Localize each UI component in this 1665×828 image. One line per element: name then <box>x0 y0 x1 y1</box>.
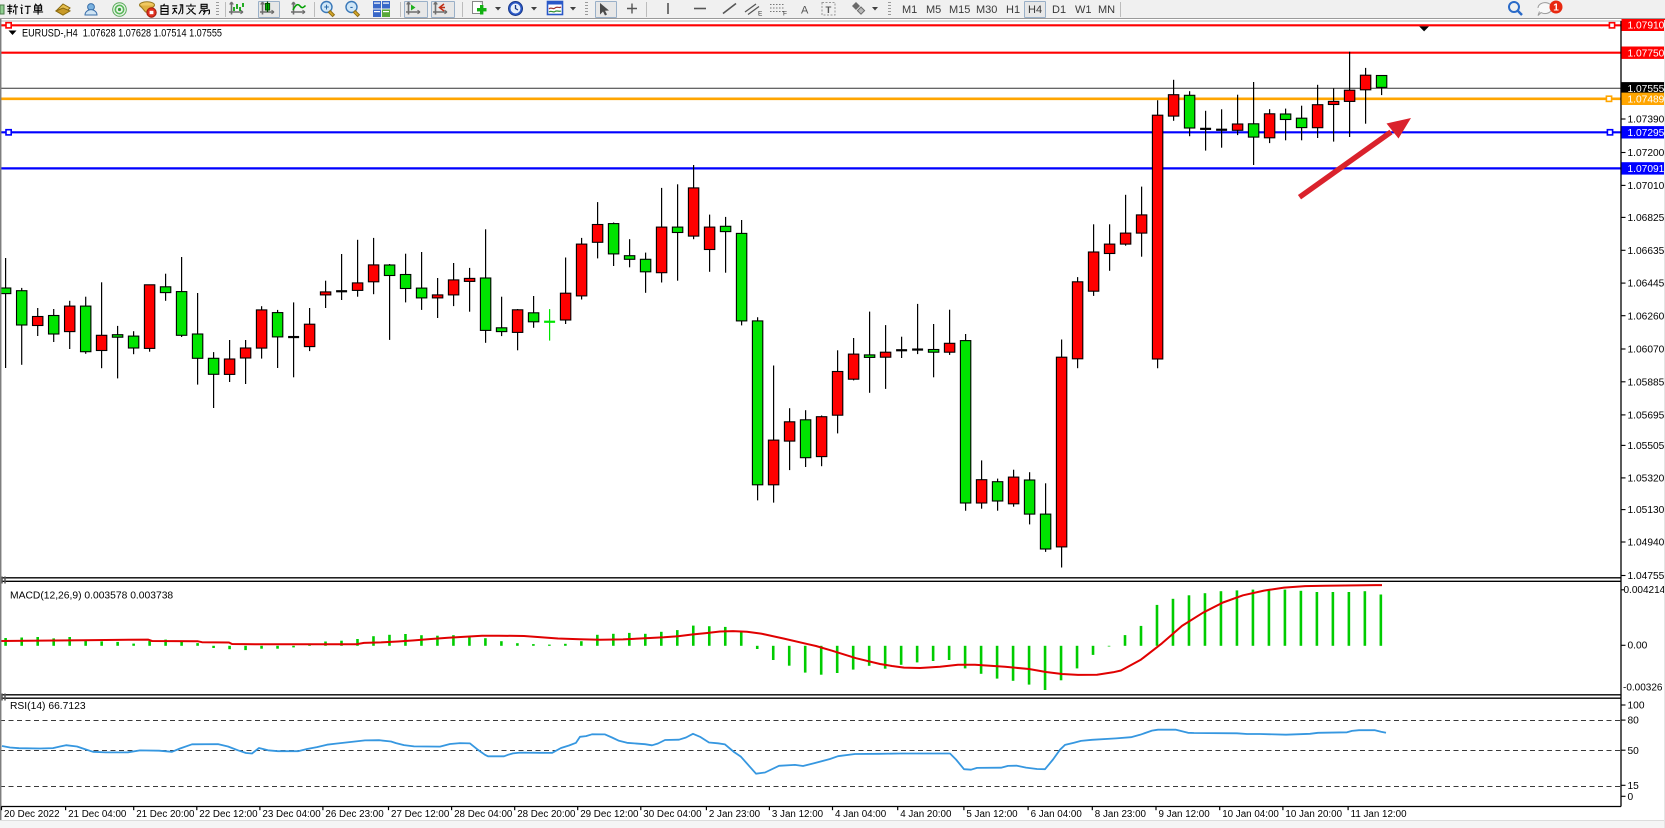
svg-text:1.07091: 1.07091 <box>1628 164 1665 175</box>
svg-text:28 Dec 20:00: 28 Dec 20:00 <box>517 809 576 820</box>
svg-text:1.07010: 1.07010 <box>1628 181 1665 192</box>
svg-text:1.05320: 1.05320 <box>1628 474 1665 485</box>
svg-text:1.05505: 1.05505 <box>1628 441 1665 452</box>
svg-text:1.05885: 1.05885 <box>1628 377 1665 388</box>
svg-text:1.05695: 1.05695 <box>1628 411 1665 422</box>
svg-text:1.07489: 1.07489 <box>1628 94 1665 105</box>
svg-text:30 Dec 04:00: 30 Dec 04:00 <box>643 809 702 820</box>
svg-text:15: 15 <box>1628 781 1640 792</box>
svg-text:1.06260: 1.06260 <box>1628 311 1665 322</box>
svg-text:21 Dec 20:00: 21 Dec 20:00 <box>136 809 195 820</box>
svg-text:8 Jan 23:00: 8 Jan 23:00 <box>1095 809 1147 820</box>
svg-text:80: 80 <box>1628 716 1640 727</box>
svg-text:1.07295: 1.07295 <box>1628 128 1665 139</box>
svg-text:0: 0 <box>1628 792 1634 803</box>
svg-text:4 Jan 20:00: 4 Jan 20:00 <box>900 809 952 820</box>
svg-text:22 Dec 12:00: 22 Dec 12:00 <box>199 809 258 820</box>
svg-text:H1: H1 <box>1006 4 1020 16</box>
svg-text:1.06825: 1.06825 <box>1628 213 1665 224</box>
svg-text:T: T <box>826 5 832 16</box>
svg-text:9 Jan 12:00: 9 Jan 12:00 <box>1159 809 1211 820</box>
svg-text:29 Dec 12:00: 29 Dec 12:00 <box>580 809 639 820</box>
svg-text:E: E <box>758 11 763 18</box>
svg-text:28 Dec 04:00: 28 Dec 04:00 <box>454 809 513 820</box>
svg-text:H4: H4 <box>1028 4 1042 16</box>
svg-text:20 Dec 2022: 20 Dec 2022 <box>4 809 60 820</box>
svg-text:1.06070: 1.06070 <box>1628 345 1665 356</box>
svg-text:D1: D1 <box>1052 4 1066 16</box>
svg-text:M1: M1 <box>902 4 917 16</box>
svg-text:100: 100 <box>1628 701 1645 712</box>
svg-text:W1: W1 <box>1075 4 1092 16</box>
svg-text:0.004214: 0.004214 <box>1624 585 1665 596</box>
svg-text:4 Jan 04:00: 4 Jan 04:00 <box>835 809 887 820</box>
svg-text:10 Jan 20:00: 10 Jan 20:00 <box>1285 809 1342 820</box>
svg-text:2 Jan 23:00: 2 Jan 23:00 <box>709 809 761 820</box>
svg-text:M30: M30 <box>976 4 997 16</box>
svg-text:5 Jan 12:00: 5 Jan 12:00 <box>966 809 1018 820</box>
svg-text:1.04755: 1.04755 <box>1628 571 1665 582</box>
svg-text:1.07200: 1.07200 <box>1628 148 1665 159</box>
svg-text:1.07555: 1.07555 <box>1628 84 1665 95</box>
svg-text:10 Jan 04:00: 10 Jan 04:00 <box>1222 809 1279 820</box>
svg-text:RSI(14) 66.7123: RSI(14) 66.7123 <box>10 701 86 712</box>
svg-text:26 Dec 23:00: 26 Dec 23:00 <box>325 809 384 820</box>
svg-text:6 Jan 04:00: 6 Jan 04:00 <box>1031 809 1083 820</box>
svg-text:A: A <box>801 5 809 17</box>
svg-text:1.06635: 1.06635 <box>1628 246 1665 257</box>
svg-text:0.00: 0.00 <box>1628 641 1648 652</box>
svg-text:EURUSD-,H4 1.07628 1.07628 1.: EURUSD-,H4 1.07628 1.07628 1.07514 1.075… <box>22 27 222 39</box>
svg-text:50: 50 <box>1628 746 1640 757</box>
svg-text:F: F <box>783 11 787 18</box>
svg-text:27 Dec 12:00: 27 Dec 12:00 <box>391 809 450 820</box>
svg-text:1.04940: 1.04940 <box>1628 538 1665 549</box>
svg-text:1.06445: 1.06445 <box>1628 279 1665 290</box>
svg-text:M15: M15 <box>949 4 970 16</box>
svg-text:1.07910: 1.07910 <box>1628 20 1665 31</box>
svg-text:11 Jan 12:00: 11 Jan 12:00 <box>1351 809 1407 820</box>
svg-text:1.07390: 1.07390 <box>1628 115 1665 126</box>
svg-text:-0.00326: -0.00326 <box>1623 683 1663 694</box>
svg-text:+: + <box>324 2 329 12</box>
svg-text:21 Dec 04:00: 21 Dec 04:00 <box>68 809 127 820</box>
svg-text:3 Jan 12:00: 3 Jan 12:00 <box>772 809 824 820</box>
svg-text:23 Dec 04:00: 23 Dec 04:00 <box>262 809 321 820</box>
svg-text:MN: MN <box>1098 4 1115 16</box>
svg-text:1.05130: 1.05130 <box>1628 505 1665 516</box>
svg-text:1.07750: 1.07750 <box>1628 48 1665 59</box>
svg-text:-: - <box>350 2 353 12</box>
svg-text:M5: M5 <box>926 4 941 16</box>
svg-text:MACD(12,26,9) 0.003578 0.00373: MACD(12,26,9) 0.003578 0.003738 <box>10 590 173 601</box>
svg-text:1: 1 <box>1553 3 1559 14</box>
